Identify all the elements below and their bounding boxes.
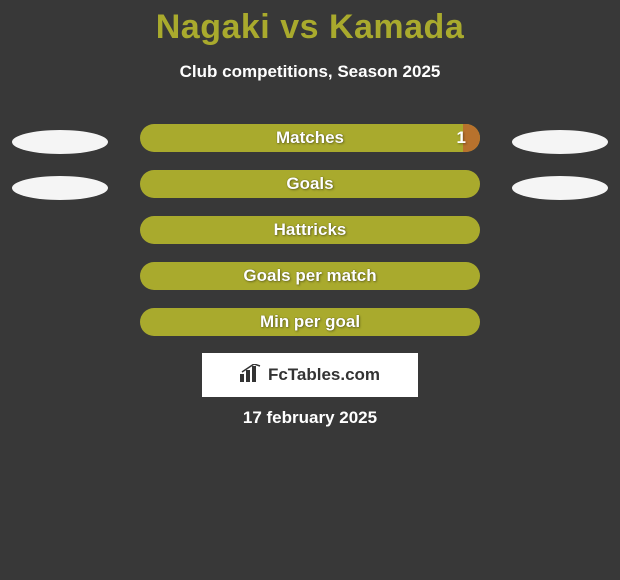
stat-bar: Hattricks	[140, 216, 480, 244]
stat-bar: Goals	[140, 170, 480, 198]
left-pill	[12, 130, 108, 154]
stat-row: Matches1	[0, 124, 620, 170]
stat-bar-bg	[140, 124, 480, 152]
stat-bar-bg	[140, 308, 480, 336]
bar-chart-icon	[240, 364, 262, 387]
subtitle: Club competitions, Season 2025	[0, 62, 620, 82]
stat-bar: Min per goal	[140, 308, 480, 336]
logo-box: FcTables.com	[202, 353, 418, 397]
stat-bar-bg	[140, 216, 480, 244]
stat-row: Goals	[0, 170, 620, 216]
right-pill	[512, 130, 608, 154]
stat-bar-bg	[140, 170, 480, 198]
stat-row: Hattricks	[0, 216, 620, 262]
stat-bar: Matches1	[140, 124, 480, 152]
stat-bar-bg	[140, 262, 480, 290]
stat-row: Goals per match	[0, 262, 620, 308]
right-pill	[512, 176, 608, 200]
logo-text: FcTables.com	[268, 365, 380, 385]
date-line: 17 february 2025	[0, 408, 620, 428]
left-pill	[12, 176, 108, 200]
page-title: Nagaki vs Kamada	[0, 8, 620, 47]
stat-bar-value-right: 1	[457, 124, 466, 152]
stat-bar: Goals per match	[140, 262, 480, 290]
stat-row: Min per goal	[0, 308, 620, 354]
infographic-canvas: Nagaki vs Kamada Club competitions, Seas…	[0, 0, 620, 580]
